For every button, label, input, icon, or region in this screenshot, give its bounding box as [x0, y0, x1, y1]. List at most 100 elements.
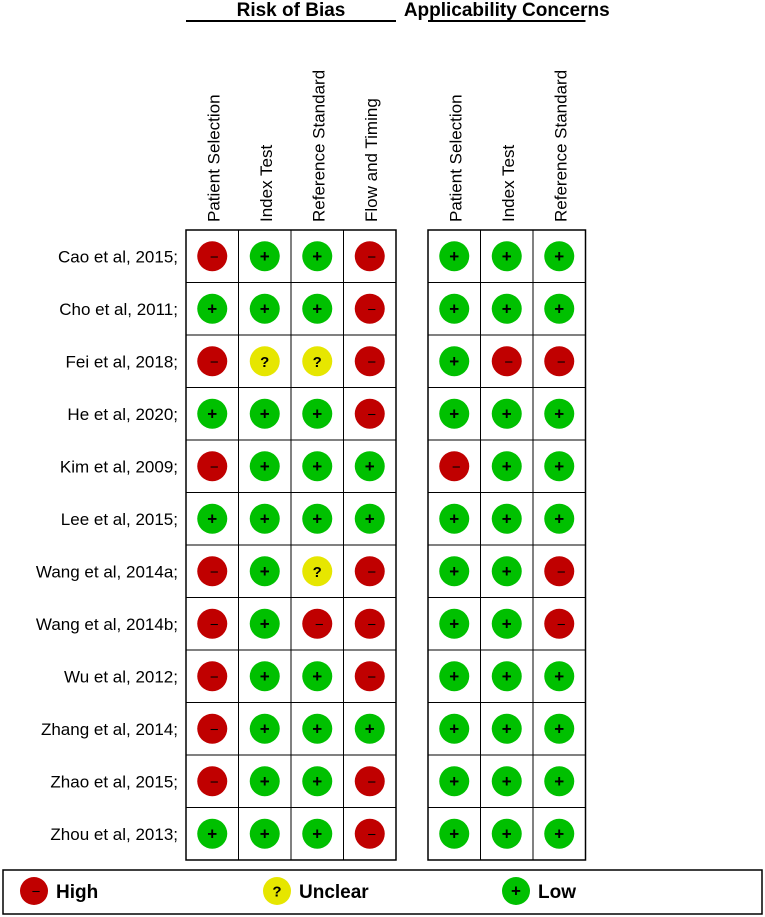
judgement-unclear-symbol: ?: [313, 564, 322, 581]
judgement-low-symbol: +: [365, 457, 375, 476]
judgement-low-circle: [439, 661, 470, 692]
judgement-low-circle: [249, 398, 280, 429]
judgement-low-symbol: +: [260, 457, 270, 476]
judgement-low-circle: [439, 818, 470, 849]
judgement-unclear-circle: [249, 346, 280, 377]
judgement-low-symbol: +: [260, 247, 270, 266]
legend-label: High: [56, 882, 98, 903]
judgement-high-symbol: −: [557, 354, 566, 371]
judgement-high-circle: [354, 346, 385, 377]
judgement-low-circle: [491, 608, 522, 639]
legend-box: [2, 869, 763, 915]
domain-header: Patient Selection: [446, 94, 465, 222]
judgement-low-symbol: +: [502, 667, 512, 686]
domain-header: Reference Standard: [309, 70, 328, 222]
judgement-low-circle: [491, 766, 522, 797]
study-label: He et al, 2020;: [67, 405, 178, 424]
study-label: Kim et al, 2009;: [60, 457, 178, 476]
judgement-unclear-circle: [263, 877, 291, 905]
study-label: Cho et al, 2011;: [59, 300, 178, 319]
judgement-low-circle: [302, 241, 333, 272]
judgement-high-circle: [354, 818, 385, 849]
judgement-low-circle: [491, 398, 522, 429]
judgement-low-symbol: +: [554, 824, 564, 843]
judgement-low-circle: [544, 503, 575, 534]
judgement-low-symbol: +: [554, 667, 564, 686]
judgement-low-symbol: +: [502, 299, 512, 318]
judgement-high-circle: [354, 556, 385, 587]
judgement-low-symbol: +: [312, 824, 322, 843]
judgement-low-symbol: +: [207, 404, 217, 423]
judgement-low-symbol: +: [502, 562, 512, 581]
judgement-low-symbol: +: [449, 614, 459, 633]
judgement-low-symbol: +: [260, 404, 270, 423]
judgement-low-circle: [439, 241, 470, 272]
judgement-low-symbol: +: [502, 772, 512, 791]
judgement-low-circle: [491, 293, 522, 324]
domain-header: Flow and Timing: [362, 98, 381, 222]
judgement-high-symbol: −: [210, 564, 219, 581]
judgement-high-symbol: −: [210, 616, 219, 633]
judgement-low-symbol: +: [312, 667, 322, 686]
judgement-high-circle: [439, 451, 470, 482]
judgement-low-symbol: +: [449, 247, 459, 266]
judgement-low-symbol: +: [449, 667, 459, 686]
judgement-low-circle: [544, 451, 575, 482]
judgement-high-symbol: −: [367, 301, 376, 318]
judgement-low-circle: [491, 556, 522, 587]
judgement-high-circle: [354, 766, 385, 797]
judgement-low-symbol: +: [312, 719, 322, 738]
judgement-low-symbol: +: [502, 824, 512, 843]
judgement-high-circle: [197, 713, 228, 744]
domain-header: Index Test: [257, 145, 276, 222]
judgement-low-circle: [544, 661, 575, 692]
study-label: Fei et al, 2018;: [66, 352, 178, 371]
judgement-low-symbol: +: [312, 247, 322, 266]
judgement-low-symbol: +: [502, 247, 512, 266]
judgement-low-symbol: +: [449, 299, 459, 318]
study-label: Zhao et al, 2015;: [50, 772, 178, 791]
judgement-low-symbol: +: [365, 509, 375, 528]
judgement-low-circle: [302, 713, 333, 744]
judgement-low-symbol: +: [260, 772, 270, 791]
judgement-low-symbol: +: [502, 614, 512, 633]
judgement-low-circle: [249, 241, 280, 272]
judgement-high-circle: [544, 556, 575, 587]
judgement-low-circle: [439, 503, 470, 534]
judgement-high-symbol: −: [32, 884, 41, 901]
judgement-low-circle: [249, 503, 280, 534]
judgement-low-circle: [491, 503, 522, 534]
judgement-low-symbol: +: [554, 509, 564, 528]
judgement-low-symbol: +: [554, 299, 564, 318]
judgement-low-circle: [249, 766, 280, 797]
judgement-low-symbol: +: [365, 719, 375, 738]
group-title: Applicability Concerns: [404, 0, 610, 21]
judgement-low-symbol: +: [312, 509, 322, 528]
judgement-low-circle: [544, 818, 575, 849]
judgement-high-symbol: −: [210, 354, 219, 371]
judgement-low-circle: [302, 661, 333, 692]
judgement-high-circle: [354, 398, 385, 429]
judgement-low-circle: [354, 503, 385, 534]
legend-label: Unclear: [299, 882, 369, 903]
judgement-high-symbol: −: [367, 774, 376, 791]
judgement-low-circle: [249, 556, 280, 587]
judgement-high-symbol: −: [210, 669, 219, 686]
domain-header: Index Test: [499, 145, 518, 222]
judgement-high-symbol: −: [367, 354, 376, 371]
judgement-high-symbol: −: [367, 564, 376, 581]
domain-header: Patient Selection: [204, 94, 223, 222]
judgement-high-symbol: −: [210, 249, 219, 266]
judgement-high-symbol: −: [315, 616, 324, 633]
judgement-high-symbol: −: [210, 459, 219, 476]
judgement-high-circle: [354, 293, 385, 324]
judgement-low-symbol: +: [312, 772, 322, 791]
judgement-unclear-symbol: ?: [272, 884, 281, 901]
judgement-high-circle: [197, 766, 228, 797]
judgement-low-symbol: +: [260, 509, 270, 528]
judgement-high-circle: [197, 608, 228, 639]
study-label: Lee et al, 2015;: [61, 510, 178, 529]
judgement-low-circle: [197, 503, 228, 534]
judgement-low-symbol: +: [449, 352, 459, 371]
judgement-low-circle: [439, 713, 470, 744]
